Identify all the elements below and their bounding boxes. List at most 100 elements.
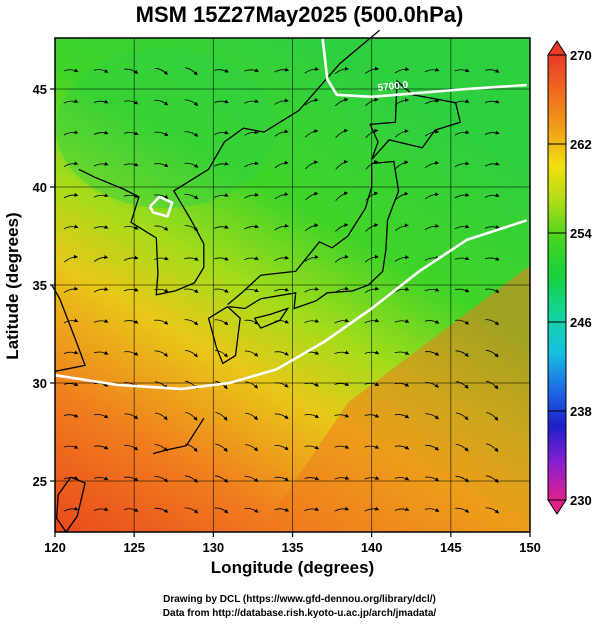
streamline-arrow xyxy=(304,286,320,293)
streamline-arrow xyxy=(154,412,168,421)
streamline-arrow xyxy=(455,350,469,357)
streamline-arrow xyxy=(395,223,409,232)
streamline-arrow xyxy=(184,99,199,106)
streamline-arrow xyxy=(395,160,409,169)
streamline-arrow xyxy=(93,445,109,450)
streamline-arrow xyxy=(335,223,349,232)
streamline-arrow xyxy=(63,286,79,293)
streamline-arrow xyxy=(334,350,350,355)
streamline-arrow xyxy=(245,444,259,452)
streamline-arrow xyxy=(274,223,289,231)
x-tick-label: 150 xyxy=(519,540,541,555)
y-axis-label: Latitude (degrees) xyxy=(3,212,22,360)
streamline-arrow xyxy=(395,191,409,201)
streamline-arrow xyxy=(93,68,109,73)
streamline-arrow xyxy=(394,445,410,450)
y-tick-label: 40 xyxy=(33,180,47,195)
streamline-arrow xyxy=(153,256,169,261)
streamline-arrow xyxy=(63,318,79,324)
streamline-arrow xyxy=(123,255,139,261)
streamline-arrow xyxy=(424,192,440,200)
streamline-arrow xyxy=(154,507,169,513)
streamline-arrow xyxy=(394,507,410,511)
streamline-arrow xyxy=(454,161,470,168)
streamline-arrow xyxy=(424,287,440,292)
streamline-arrow xyxy=(184,350,198,358)
streamline-arrow xyxy=(214,256,229,261)
streamline-arrow xyxy=(274,507,289,512)
streamline-arrow xyxy=(63,506,79,512)
streamline-arrow xyxy=(455,319,470,325)
streamline-arrow xyxy=(334,413,350,418)
streamline-arrow xyxy=(63,224,79,230)
streamline-arrow xyxy=(424,98,440,105)
streamline-arrow xyxy=(154,131,169,137)
streamline-arrow xyxy=(93,286,109,293)
streamline-arrow xyxy=(185,412,198,421)
streamline-arrow xyxy=(424,508,440,512)
streamline-arrow xyxy=(214,193,229,198)
streamline-arrow xyxy=(274,129,289,137)
coastline-1 xyxy=(227,160,400,310)
x-tick-label: 140 xyxy=(361,540,383,555)
chart-title: MSM 15Z27May2025 (500.0hPa) xyxy=(135,2,464,27)
streamline-arrow xyxy=(63,99,79,104)
x-tick-label: 145 xyxy=(440,540,462,555)
streamline-arrow xyxy=(154,163,169,168)
streamline-arrow xyxy=(394,67,410,74)
streamline-arrow xyxy=(63,350,79,355)
streamline-arrow xyxy=(214,319,229,326)
y-tick-label: 45 xyxy=(33,82,47,97)
streamline-arrow xyxy=(244,507,259,513)
streamline-arrow xyxy=(63,413,79,418)
streamline-arrow xyxy=(335,160,349,170)
height-contour-0 xyxy=(321,37,527,99)
streamline-arrow xyxy=(184,225,199,232)
streamline-arrow xyxy=(274,98,289,105)
streamline-arrow xyxy=(184,507,199,514)
streamline-arrow xyxy=(244,319,259,325)
streamline-arrow xyxy=(244,192,259,199)
colorbar-max-arrow xyxy=(547,40,567,56)
streamline-arrow xyxy=(334,254,349,263)
streamline-arrow xyxy=(485,349,499,358)
streamline-arrow xyxy=(334,382,350,386)
streamline-arrow xyxy=(64,254,78,263)
y-tick-label: 25 xyxy=(33,474,47,489)
streamline-arrow xyxy=(154,288,169,293)
streamline-arrow xyxy=(154,194,169,199)
streamline-arrow xyxy=(454,68,470,73)
streamline-arrow xyxy=(484,130,500,135)
streamline-arrow xyxy=(214,507,229,514)
colorbar-tick-label: 246 xyxy=(570,315,592,330)
streamline-arrow xyxy=(244,130,259,136)
streamline-arrow xyxy=(335,128,349,138)
streamline-arrow xyxy=(425,413,439,420)
streamline-arrow xyxy=(455,444,469,452)
streamline-arrow xyxy=(94,414,109,419)
coastline-7 xyxy=(153,417,205,455)
streamline-arrow xyxy=(154,67,168,75)
streamline-arrow xyxy=(93,99,109,104)
streamline-arrow xyxy=(185,67,198,76)
streamline-arrow xyxy=(154,319,169,325)
streamline-arrow xyxy=(304,507,320,511)
streamline-arrow xyxy=(455,412,469,421)
streamline-arrow xyxy=(245,381,259,389)
streamline-arrow xyxy=(334,66,349,75)
x-tick-label: 120 xyxy=(44,540,66,555)
streamline-arrow xyxy=(93,130,109,135)
streamline-arrow xyxy=(214,224,229,229)
streamline-arrow xyxy=(484,161,500,167)
streamline-arrow xyxy=(123,287,139,292)
streamline-arrow xyxy=(244,256,259,260)
streamline-arrow xyxy=(394,414,410,419)
streamline-arrow xyxy=(93,224,109,229)
streamline-arrow xyxy=(454,288,470,293)
streamline-arrow xyxy=(425,351,440,356)
streamline-arrow xyxy=(244,68,259,72)
streamline-arrow xyxy=(63,444,79,449)
streamline-arrow xyxy=(486,412,499,421)
streamline-arrow xyxy=(334,444,350,449)
